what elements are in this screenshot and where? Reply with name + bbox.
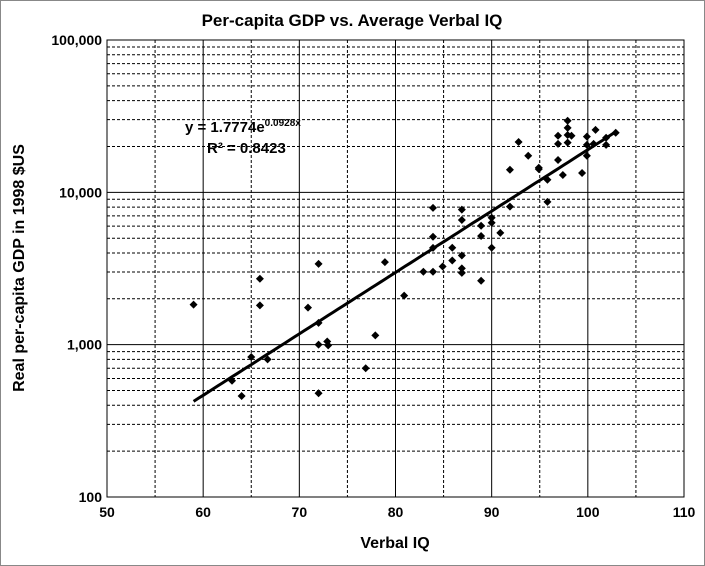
data-point: [505, 165, 514, 174]
data-point: [324, 341, 333, 350]
chart-title: Per-capita GDP vs. Average Verbal IQ: [202, 11, 503, 30]
data-point: [496, 228, 505, 237]
data-point: [448, 243, 457, 252]
data-point: [554, 156, 563, 165]
y-tick-label: 10,000: [59, 184, 102, 200]
data-point: [457, 205, 466, 214]
data-point: [514, 138, 523, 147]
x-tick-labels: 50 60 70 80 90 100 110: [99, 504, 695, 520]
grid: [107, 40, 684, 497]
data-point: [563, 116, 572, 125]
trendline: [192, 130, 618, 403]
data-point: [380, 258, 389, 267]
data-point: [314, 340, 323, 349]
x-tick-label: 60: [195, 504, 211, 520]
x-tick-label: 50: [99, 504, 115, 520]
data-points: [189, 116, 620, 401]
data-point: [582, 140, 591, 149]
data-point: [429, 267, 438, 276]
data-point: [487, 243, 496, 252]
data-point: [567, 131, 576, 140]
data-point: [457, 216, 466, 225]
data-point: [591, 125, 600, 134]
data-point: [247, 352, 256, 361]
data-point: [602, 140, 611, 149]
x-tick-label: 70: [292, 504, 308, 520]
data-point: [487, 213, 496, 222]
r-squared: R² = 0.8423: [207, 140, 286, 157]
data-point: [371, 331, 380, 340]
x-tick-label: 80: [388, 504, 404, 520]
x-axis-label: Verbal IQ: [360, 535, 429, 552]
data-point: [457, 264, 466, 273]
data-point: [255, 274, 264, 283]
x-tick-label: 110: [673, 504, 696, 520]
data-point: [477, 276, 486, 285]
data-point: [314, 389, 323, 398]
data-point: [477, 221, 486, 230]
data-point: [400, 291, 409, 300]
data-point: [263, 355, 272, 364]
data-point: [189, 300, 198, 309]
data-point: [237, 392, 246, 401]
data-point: [429, 232, 438, 241]
data-point: [534, 165, 543, 174]
data-point: [457, 251, 466, 260]
data-point: [524, 151, 533, 160]
y-tick-labels: 100 1,000 10,000 100,000: [51, 32, 102, 505]
data-point: [578, 168, 587, 177]
data-point: [554, 131, 563, 140]
data-point: [314, 259, 323, 268]
y-tick-label: 100,000: [51, 32, 102, 48]
y-axis-label: Real per-capita GDP in 1998 $US: [11, 144, 28, 392]
plot-area-border: [106, 39, 685, 498]
data-point: [429, 203, 438, 212]
data-point: [438, 262, 447, 271]
data-point: [563, 123, 572, 132]
data-point: [582, 132, 591, 141]
data-point: [582, 151, 591, 160]
data-point: [558, 170, 567, 179]
data-point: [255, 301, 264, 310]
data-point: [543, 197, 552, 206]
data-point: [554, 139, 563, 148]
data-point: [419, 267, 428, 276]
data-point: [563, 138, 572, 147]
data-point: [457, 268, 466, 277]
data-point: [487, 218, 496, 227]
data-point: [477, 231, 486, 240]
x-tick-label: 100: [576, 504, 600, 520]
x-tick-label: 90: [484, 504, 500, 520]
y-tick-label: 100: [79, 489, 103, 505]
y-tick-label: 1,000: [67, 337, 102, 353]
trend-equation-exponent: 0.0928x: [265, 118, 302, 129]
trend-equation: y = 1.7774e0.0928x: [185, 118, 301, 136]
data-point: [448, 256, 457, 265]
data-point: [505, 202, 514, 211]
data-point: [303, 303, 312, 312]
data-point: [361, 364, 370, 373]
